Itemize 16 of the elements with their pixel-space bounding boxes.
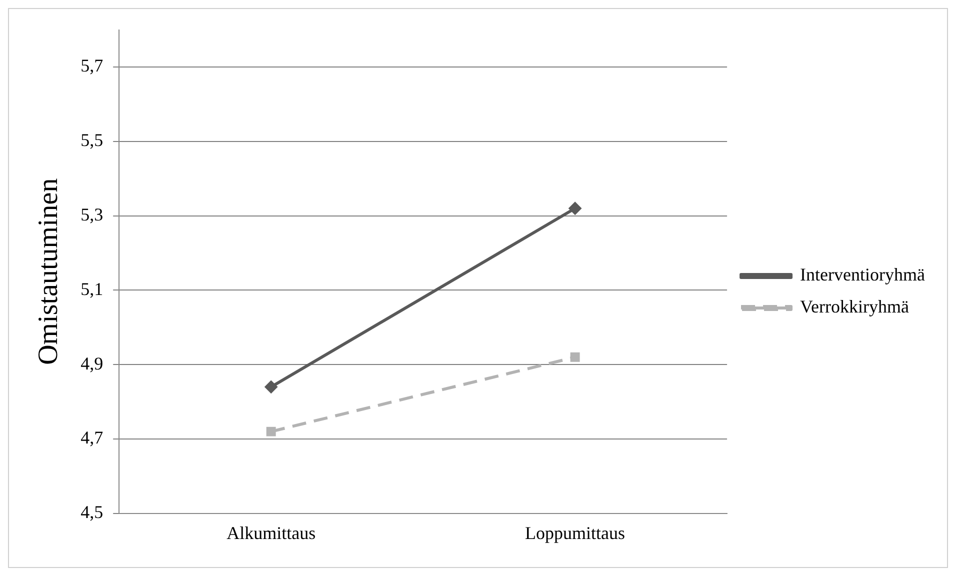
y-tick-label: 4,7 xyxy=(80,428,104,448)
y-tick-label: 5,5 xyxy=(80,130,104,150)
y-axis-title: Omistautuminen xyxy=(33,178,64,365)
y-tick-label: 5,7 xyxy=(80,56,104,76)
point xyxy=(568,202,582,215)
y-tick-label: 4,9 xyxy=(80,353,104,374)
y-tick-label: 4,5 xyxy=(80,502,104,522)
point xyxy=(570,352,580,362)
point xyxy=(264,380,278,394)
legend-label: Verrokkiryhmä xyxy=(800,296,910,317)
legend-label: Interventioryhmä xyxy=(800,264,926,285)
x-tick-label: Alkumittaus xyxy=(226,522,316,543)
y-tick-label: 5,1 xyxy=(80,278,104,299)
point xyxy=(266,426,276,436)
y-tick-label: 5,3 xyxy=(80,204,104,225)
x-tick-label: Loppumittaus xyxy=(525,522,626,543)
